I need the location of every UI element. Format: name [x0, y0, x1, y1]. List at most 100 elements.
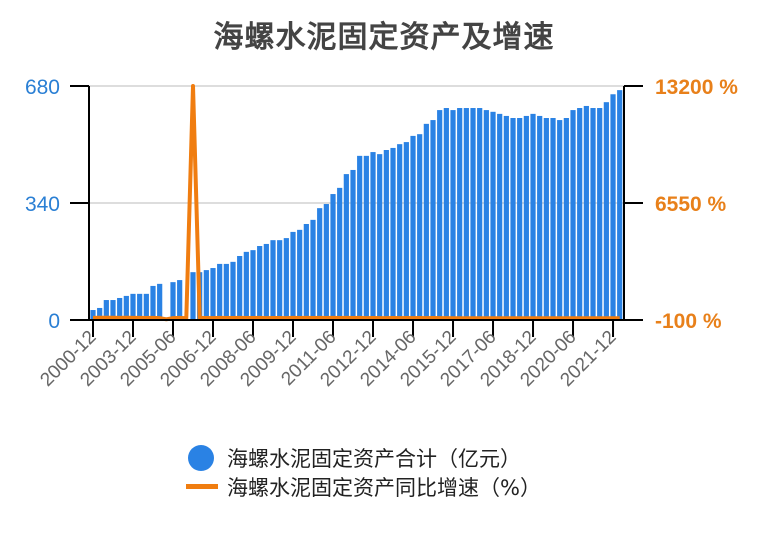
bar[interactable] — [510, 118, 516, 321]
left-axis-label: 680 — [25, 76, 60, 99]
bar[interactable] — [337, 187, 343, 320]
bar[interactable] — [123, 295, 129, 320]
bar[interactable] — [250, 250, 256, 320]
bar[interactable] — [203, 270, 209, 320]
left-axis-label: 340 — [25, 193, 60, 216]
legend-line-icon — [186, 484, 218, 489]
bar[interactable] — [150, 285, 156, 320]
bar[interactable] — [543, 118, 549, 321]
bar[interactable] — [483, 110, 489, 321]
bar[interactable] — [490, 111, 496, 320]
bar[interactable] — [317, 208, 323, 320]
bar[interactable] — [257, 246, 263, 320]
bar[interactable] — [230, 261, 236, 320]
x-axis-labels: 2000-122003-122005-062006-122008-062009-… — [36, 327, 620, 391]
bar[interactable] — [577, 108, 583, 320]
bar[interactable] — [110, 300, 116, 320]
bar[interactable] — [103, 300, 109, 320]
growth-line[interactable] — [92, 84, 620, 322]
bar[interactable] — [290, 231, 296, 320]
bar[interactable] — [550, 118, 556, 321]
bar[interactable] — [590, 108, 596, 320]
bar[interactable] — [243, 251, 249, 320]
bar[interactable] — [177, 280, 183, 320]
bar[interactable] — [423, 123, 429, 321]
bar[interactable] — [557, 120, 563, 320]
bar[interactable] — [303, 223, 309, 320]
legend-dot-icon — [188, 444, 214, 471]
right-axis-labels: -100 % 6550 % 13200 % — [655, 76, 738, 333]
bar[interactable] — [530, 113, 536, 320]
bar[interactable] — [330, 194, 336, 320]
right-axis-label: -100 % — [655, 310, 722, 333]
legend: 海螺水泥固定资产合计（亿元） 海螺水泥固定资产同比增速（%） — [186, 443, 541, 501]
chart-title: 海螺水泥固定资产及增速 — [213, 20, 555, 55]
axes — [70, 85, 643, 337]
bar[interactable] — [403, 142, 409, 320]
bar[interactable] — [117, 297, 123, 320]
bar[interactable] — [157, 283, 163, 320]
bar[interactable] — [463, 108, 469, 320]
bar[interactable] — [343, 174, 349, 320]
bar-series — [90, 90, 623, 321]
bar[interactable] — [137, 293, 143, 320]
bar[interactable] — [297, 229, 303, 320]
bar[interactable] — [190, 272, 196, 320]
bar[interactable] — [97, 307, 103, 320]
bar[interactable] — [497, 113, 503, 320]
bar[interactable] — [390, 147, 396, 320]
bar[interactable] — [443, 108, 449, 320]
bar[interactable] — [363, 155, 369, 320]
bar[interactable] — [477, 108, 483, 320]
bar[interactable] — [357, 155, 363, 320]
bar[interactable] — [270, 240, 276, 320]
bar[interactable] — [383, 150, 389, 320]
line-series — [92, 84, 620, 322]
right-axis-label: 6550 % — [655, 193, 727, 216]
bar[interactable] — [263, 243, 269, 320]
bar[interactable] — [617, 90, 623, 320]
bar[interactable] — [537, 115, 543, 320]
bar[interactable] — [503, 115, 509, 320]
bar[interactable] — [277, 240, 283, 320]
bar[interactable] — [217, 263, 223, 320]
bar[interactable] — [143, 293, 149, 320]
bar[interactable] — [597, 108, 603, 320]
legend-item-assets[interactable]: 海螺水泥固定资产合计（亿元） — [186, 443, 541, 472]
bar[interactable] — [437, 110, 443, 321]
legend-label-growth: 海螺水泥固定资产同比增速（%） — [227, 475, 541, 500]
bar[interactable] — [457, 108, 463, 320]
bar[interactable] — [523, 115, 529, 320]
bar[interactable] — [570, 110, 576, 321]
bar[interactable] — [610, 94, 616, 321]
bar[interactable] — [170, 282, 176, 320]
bar[interactable] — [377, 154, 383, 320]
bar[interactable] — [237, 255, 243, 320]
bar[interactable] — [350, 169, 356, 320]
bar[interactable] — [517, 118, 523, 321]
gridlines — [89, 85, 624, 204]
bar[interactable] — [397, 144, 403, 320]
bar[interactable] — [450, 110, 456, 321]
bar[interactable] — [417, 134, 423, 320]
bar[interactable] — [210, 268, 216, 320]
bar[interactable] — [603, 102, 609, 321]
bar[interactable] — [223, 263, 229, 320]
bar[interactable] — [130, 293, 136, 320]
bar[interactable] — [90, 310, 96, 320]
bar[interactable] — [310, 219, 316, 320]
left-axis-labels: 0 340 680 — [25, 76, 60, 333]
bar[interactable] — [583, 105, 589, 320]
bar[interactable] — [470, 108, 476, 320]
bar[interactable] — [323, 204, 329, 320]
bar[interactable] — [410, 135, 416, 320]
bar[interactable] — [430, 120, 436, 320]
legend-item-growth[interactable]: 海螺水泥固定资产同比增速（%） — [186, 472, 541, 501]
bar[interactable] — [283, 238, 289, 320]
bar[interactable] — [563, 118, 569, 321]
right-axis-label: 13200 % — [655, 76, 738, 99]
bar[interactable] — [370, 152, 376, 320]
legend-label-assets: 海螺水泥固定资产合计（亿元） — [227, 446, 521, 471]
left-axis-label: 0 — [48, 310, 60, 333]
